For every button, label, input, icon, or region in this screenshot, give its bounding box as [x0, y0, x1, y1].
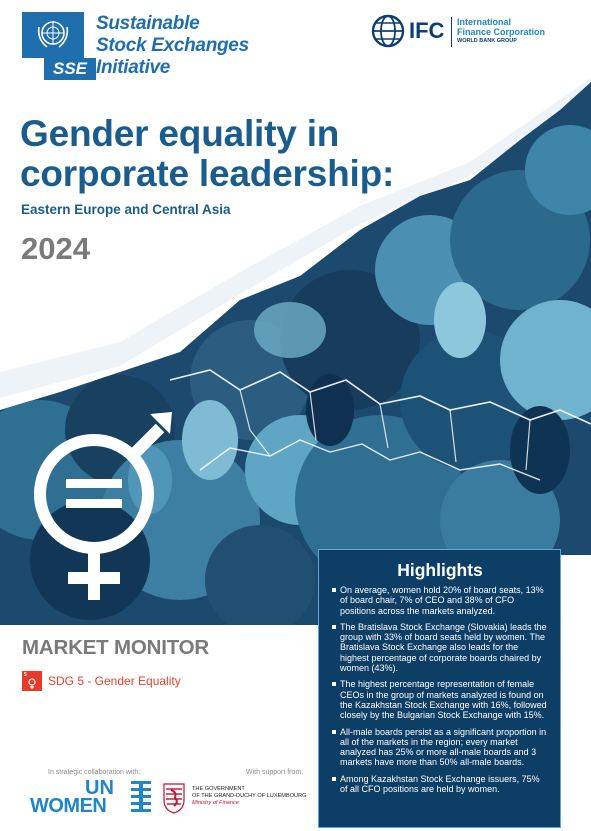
- highlight-item: Among Kazakhstan Stock Exchange issuers,…: [332, 774, 548, 795]
- highlights-panel: Highlights On average, women hold 20% of…: [318, 549, 561, 828]
- un-emblem-icon: [37, 21, 69, 48]
- un-women-mark-icon: [131, 781, 151, 812]
- gender-equality-symbol: [34, 423, 165, 600]
- bullet-icon: [332, 682, 336, 687]
- ifc-mark: IFC: [409, 18, 445, 43]
- bullet-icon: [332, 776, 336, 781]
- page-subtitle: Eastern Europe and Central Asia: [21, 202, 231, 217]
- sse-name: Sustainable Stock Exchanges Initiative: [96, 13, 249, 78]
- support-caption: With support from:: [246, 769, 304, 776]
- un-women-logo[interactable]: UN WOMEN: [30, 778, 154, 818]
- ifc-group: WORLD BANK GROUP: [457, 38, 517, 44]
- highlight-item: On average, women hold 20% of board seat…: [332, 585, 548, 616]
- sdg-5-icon: [28, 678, 36, 689]
- highlight-item: All-male boards persist as a significant…: [332, 727, 548, 768]
- luxembourg-government-logo[interactable]: THE GOVERNMENT OF THE GRAND-DUCHY OF LUX…: [162, 780, 322, 818]
- sdg-5-tile: 5: [22, 671, 42, 691]
- bullet-icon: [332, 588, 336, 592]
- highlight-item: The Bratislava Stock Exchange (Slovakia)…: [332, 622, 548, 673]
- sse-tag: SSE: [44, 58, 96, 80]
- series-label: MARKET MONITOR: [22, 636, 210, 659]
- sdg-label: SDG 5 - Gender Equality: [48, 674, 181, 688]
- report-year: 2024: [21, 231, 90, 266]
- ifc-logo[interactable]: IFC International Finance Corporation WO…: [371, 14, 576, 54]
- bullet-icon: [332, 729, 336, 734]
- highlight-item: The highest percentage representation of…: [332, 679, 548, 720]
- ifc-globe-icon: [371, 14, 405, 48]
- page-title: Gender equality in corporate leadership:: [20, 113, 395, 194]
- ifc-divider: [451, 17, 452, 47]
- highlights-title: Highlights: [397, 560, 483, 580]
- sse-logo[interactable]: SSE Sustainable Stock Exchanges Initiati…: [22, 12, 252, 86]
- ifc-name: International Finance Corporation: [457, 17, 546, 37]
- collaboration-caption: In strategic collaboration with:: [48, 769, 141, 776]
- luxembourg-lion-icon: [163, 783, 185, 814]
- bullet-icon: [332, 624, 336, 629]
